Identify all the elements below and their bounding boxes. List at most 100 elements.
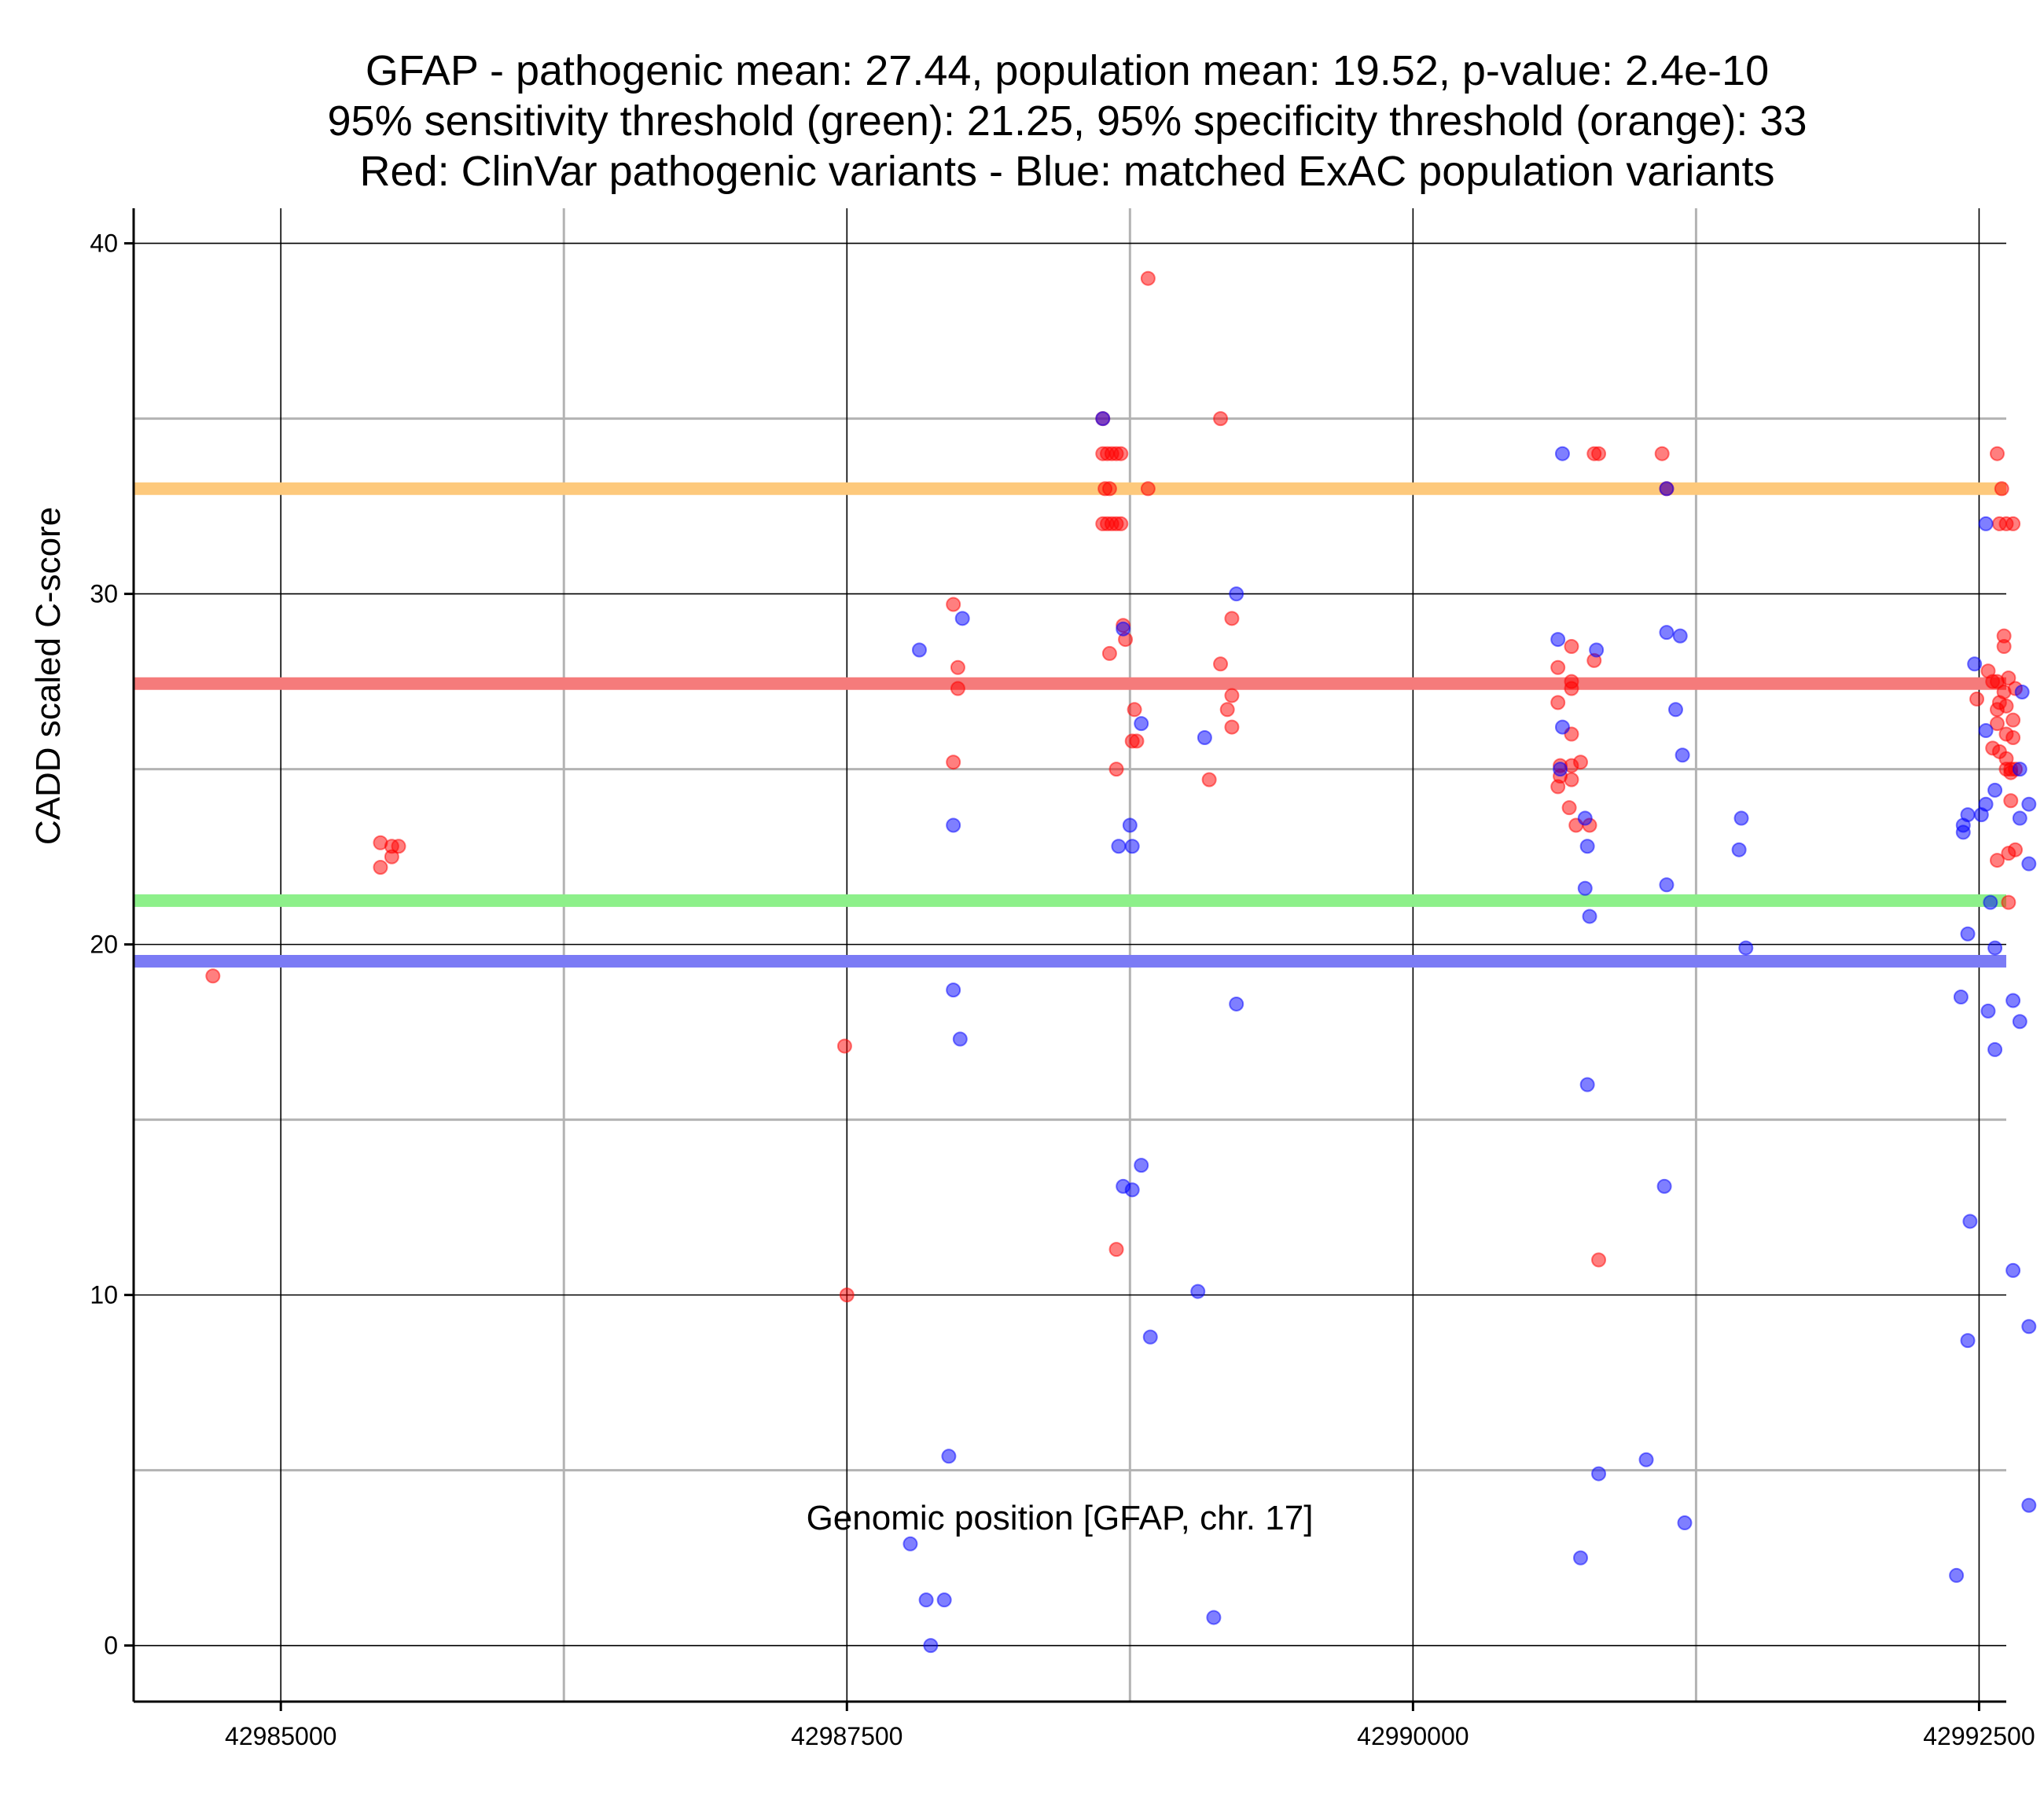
data-point [903,1536,918,1551]
data-point [1213,411,1229,427]
data-point [950,659,965,675]
data-point [946,817,961,833]
data-point [1224,611,1240,626]
data-point [2005,516,2021,531]
data-point [1134,716,1149,732]
x-tick-label: 42987500 [791,1722,903,1750]
data-point [1197,729,1212,745]
data-point [1978,723,1994,739]
data-point [2005,1262,2021,1278]
data-point [1973,807,1989,823]
data-point [1582,909,1597,924]
data-point [936,1592,952,1608]
data-point [1129,733,1145,749]
reference-lines [134,482,2006,968]
data-point [1550,695,1566,711]
data-point [205,968,221,984]
y-tick-label: 20 [90,931,118,959]
data-point [2005,993,2021,1008]
data-point [1140,270,1156,286]
y-tick-label: 30 [90,580,118,608]
data-point [1987,940,2003,956]
axes [124,208,2006,1711]
data-point [373,859,388,875]
data-point [1659,625,1675,641]
data-point [1213,656,1229,672]
data-point [946,982,961,998]
data-point [1206,1610,1222,1625]
chart-title: GFAP - pathogenic mean: 27.44, populatio… [134,46,2001,196]
data-point [1554,719,1570,735]
major-gridlines [134,208,2006,1702]
data-point [2021,1319,2037,1335]
data-point [1564,681,1579,696]
data-point [1987,1041,2003,1057]
data-point [1654,446,1670,461]
data-point [1577,810,1593,826]
data-point [2021,796,2037,812]
data-point [839,1287,855,1303]
data-point [1550,632,1566,648]
data-point [911,642,927,658]
title-line-3: Red: ClinVar pathogenic variants - Blue:… [359,148,1775,195]
data-point [1573,1550,1589,1566]
data-point [950,681,965,696]
data-point [1960,1333,1976,1349]
data-point [946,597,961,612]
data-point [1229,996,1244,1012]
data-point [391,839,406,854]
data-point [1579,839,1595,854]
data-point [1134,1158,1149,1173]
data-point [2014,684,2030,700]
data-point [1983,894,1998,910]
data-point [1949,1567,1965,1583]
x-tick-label: 42992500 [1923,1722,2035,1750]
data-point [1989,446,2005,461]
data-point [1591,1466,1607,1482]
data-point [1969,691,1985,707]
data-point [1659,877,1675,893]
data-point [2012,810,2027,826]
data-point [1962,1214,1978,1229]
data-point [1190,1283,1206,1299]
data-point [1953,990,1969,1005]
data-point [1667,702,1683,718]
data-point [1577,880,1593,896]
data-point [2012,1014,2027,1030]
data-point [1564,639,1579,655]
data-point [1672,628,1688,644]
data-point [918,1592,934,1608]
data-point [2021,1497,2037,1513]
data-point [1140,481,1156,497]
data-point [1201,772,1217,788]
data-point [1113,516,1129,531]
data-point [1550,779,1566,795]
data-point [836,1038,852,1054]
data-point [1111,839,1127,854]
data-point [1980,1003,1996,1019]
minor-gridlines [134,208,2006,1702]
data-point [1731,842,1747,857]
x-axis-title: Genomic position [GFAP, chr. 17] [807,1499,1314,1537]
data-point [941,1449,957,1464]
data-point [1095,411,1111,427]
data-point [2005,712,2021,728]
data-point [1659,481,1675,497]
data-point [1738,940,1754,956]
data-point [1553,762,1568,777]
data-point [1589,642,1605,658]
data-point [1116,621,1131,637]
data-point [1101,481,1117,497]
data-point [1989,702,2005,718]
data-point [1127,702,1142,718]
data-point [1638,1452,1654,1467]
data-point [923,1638,939,1654]
y-tick-label: 40 [90,230,118,258]
data-point [1124,1182,1140,1198]
data-point [1124,839,1140,854]
data-point [1579,1077,1595,1092]
data-point [1591,446,1607,461]
data-point [1996,639,2012,655]
data-point [1994,481,2009,497]
data-point [1224,719,1240,735]
